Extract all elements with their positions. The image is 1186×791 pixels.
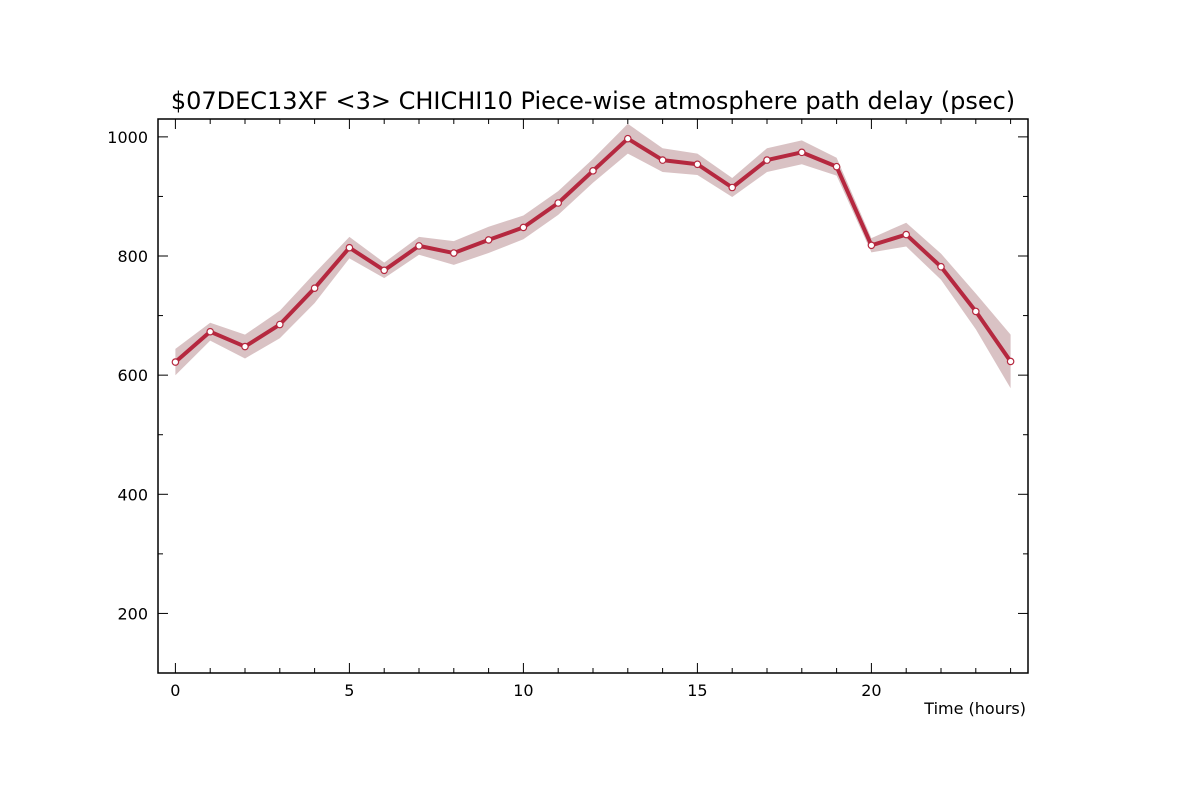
series-line-segment xyxy=(208,329,247,349)
data-point xyxy=(763,156,771,164)
series-line-segment xyxy=(591,136,630,173)
series-line-segment xyxy=(486,225,526,242)
y-tick-label: 400 xyxy=(117,485,148,504)
data-point xyxy=(275,320,284,329)
series-line-segment xyxy=(417,243,456,256)
uncertainty-band-layer xyxy=(175,123,1011,389)
data-point xyxy=(554,199,563,207)
uncertainty-band xyxy=(175,123,1011,389)
series-line-layer xyxy=(173,136,1013,365)
data-point xyxy=(345,243,354,252)
data-point-layer xyxy=(171,134,1015,366)
y-tick-label: 800 xyxy=(117,247,148,266)
series-line-segment xyxy=(904,232,943,269)
series-line-segment xyxy=(312,245,352,291)
x-axis-label: Time (hours) xyxy=(923,699,1026,718)
series-line-segment xyxy=(521,200,561,230)
series-line-segment xyxy=(939,264,978,314)
series-line-segment xyxy=(799,150,839,169)
data-point xyxy=(937,262,945,271)
data-point xyxy=(241,342,249,351)
series-line-segment xyxy=(765,150,804,163)
x-tick-label: 10 xyxy=(513,681,533,700)
data-point xyxy=(623,134,632,143)
data-point xyxy=(380,266,389,275)
series-line-segment xyxy=(834,164,874,248)
data-point xyxy=(728,183,737,192)
data-point xyxy=(658,156,667,164)
x-tick-label: 0 xyxy=(170,681,180,700)
series-line-segment xyxy=(869,232,909,248)
data-point xyxy=(832,162,841,171)
data-point xyxy=(449,249,458,257)
x-tick-labels: 0 5 10 15 20 xyxy=(170,681,881,700)
series-line-segment xyxy=(973,309,1013,364)
data-point xyxy=(589,167,597,175)
series-line-segment xyxy=(556,168,595,205)
chart-title: $07DEC13XF <3> CHICHI10 Piece-wise atmos… xyxy=(171,87,1015,115)
data-point xyxy=(171,358,180,366)
x-tick-label: 20 xyxy=(861,681,881,700)
series-line-segment xyxy=(660,158,700,167)
series-line-segment xyxy=(730,158,769,190)
data-point xyxy=(867,241,876,250)
series-line-segment xyxy=(347,245,387,273)
data-point xyxy=(519,223,528,232)
series-line-segment xyxy=(382,243,421,273)
series-line-segment xyxy=(625,136,665,163)
data-point xyxy=(902,230,911,239)
x-tick-label: 15 xyxy=(687,681,707,700)
data-point xyxy=(797,148,806,157)
data-point xyxy=(693,160,702,169)
series-line-segment xyxy=(451,237,491,256)
y-tick-label: 200 xyxy=(117,604,148,623)
data-point xyxy=(415,242,423,250)
data-point xyxy=(206,327,215,336)
plot-frame xyxy=(157,118,1029,674)
data-point xyxy=(484,236,493,244)
y-tick-label: 1000 xyxy=(107,128,148,147)
y-tick-label: 600 xyxy=(117,366,148,385)
series-line-segment xyxy=(695,162,735,190)
y-tick-labels: 200 400 600 800 1000 xyxy=(107,128,148,624)
x-tick-label: 5 xyxy=(344,681,354,700)
data-point xyxy=(310,284,319,292)
data-point xyxy=(1006,357,1015,366)
data-point xyxy=(971,307,980,316)
axis-ticks xyxy=(158,119,1028,673)
series-line-segment xyxy=(277,286,317,327)
series-line-segment xyxy=(173,329,213,365)
series-line-segment xyxy=(243,322,282,349)
